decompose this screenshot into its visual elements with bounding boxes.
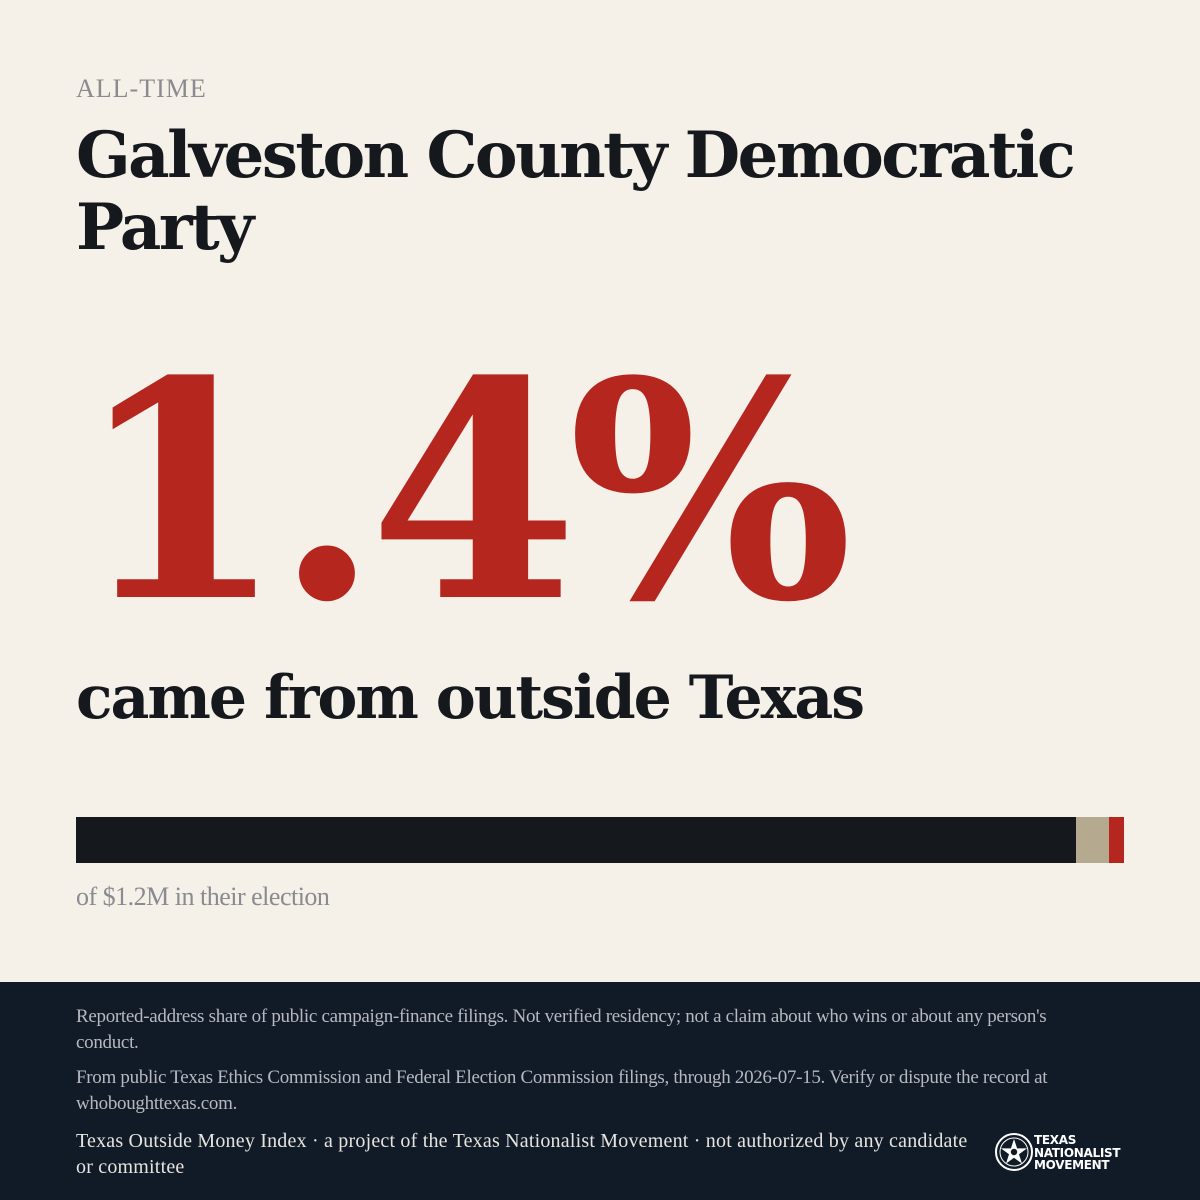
outside-share-label: came from outside Texas xyxy=(76,660,863,736)
outside-share-percentage: 1.4% xyxy=(76,332,843,652)
tnm-logo: TEXAS NATIONALIST MOVEMENT xyxy=(994,1132,1124,1174)
time-range-label: ALL-TIME xyxy=(76,74,207,104)
logo-wordmark: TEXAS NATIONALIST MOVEMENT xyxy=(1034,1134,1120,1172)
credit-text: Texas Outside Money Index · a project of… xyxy=(76,1128,976,1180)
disclaimer-text: Reported-address share of public campaig… xyxy=(76,1004,1096,1056)
share-bar xyxy=(76,817,1124,863)
share-bar-segment-outside-texas xyxy=(1109,817,1124,863)
source-text: From public Texas Ethics Commission and … xyxy=(76,1065,1096,1117)
star-seal-icon xyxy=(994,1132,1034,1172)
logo-line-1: TEXAS xyxy=(1034,1134,1120,1147)
logo-line-3: MOVEMENT xyxy=(1034,1159,1120,1172)
entity-title: Galveston County Democratic Party xyxy=(76,120,1076,264)
share-bar-segment-secondary xyxy=(1076,817,1110,863)
footer: Reported-address share of public campaig… xyxy=(0,982,1200,1200)
total-raised-caption: of $1.2M in their election xyxy=(76,882,329,912)
